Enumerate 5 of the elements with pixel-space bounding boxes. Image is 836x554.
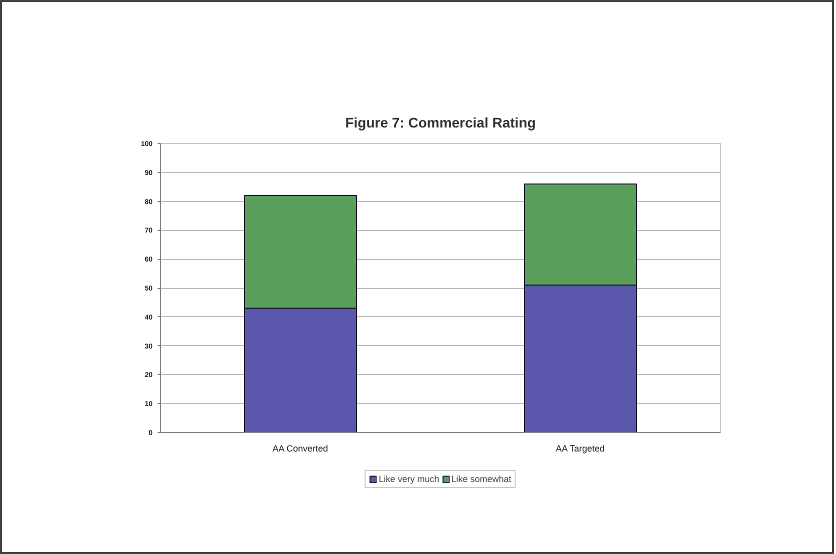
x-tick-label: AA Converted	[272, 444, 328, 454]
legend-label: Like somewhat	[451, 474, 512, 484]
x-tick-label: AA Targeted	[556, 444, 605, 454]
chart-title: Figure 7: Commercial Rating	[345, 114, 536, 130]
legend-label: Like very much	[378, 474, 440, 484]
